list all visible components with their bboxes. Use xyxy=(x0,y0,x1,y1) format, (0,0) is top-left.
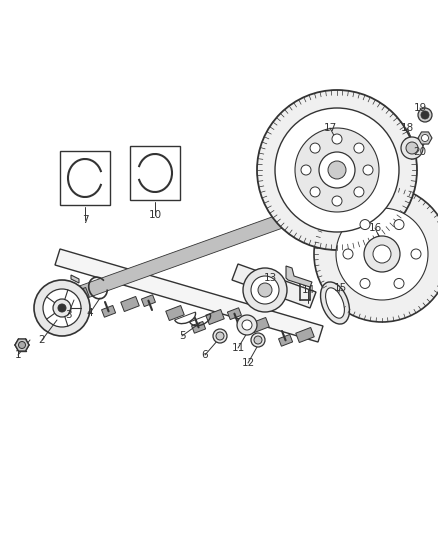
Text: 4: 4 xyxy=(87,308,93,318)
Circle shape xyxy=(216,332,224,340)
Circle shape xyxy=(363,165,373,175)
Polygon shape xyxy=(296,327,314,343)
Circle shape xyxy=(364,236,400,272)
Circle shape xyxy=(343,249,353,259)
Circle shape xyxy=(394,220,404,230)
Circle shape xyxy=(406,142,418,154)
Polygon shape xyxy=(121,296,139,311)
Circle shape xyxy=(314,186,438,322)
Circle shape xyxy=(354,143,364,153)
Polygon shape xyxy=(286,266,312,287)
Polygon shape xyxy=(227,308,241,320)
Polygon shape xyxy=(102,305,116,317)
Circle shape xyxy=(243,268,287,312)
Circle shape xyxy=(421,134,428,141)
Text: 19: 19 xyxy=(413,103,427,113)
Circle shape xyxy=(242,320,252,330)
Circle shape xyxy=(360,278,370,288)
Text: 14: 14 xyxy=(301,285,314,295)
Circle shape xyxy=(418,108,432,122)
Text: 6: 6 xyxy=(201,350,208,360)
Circle shape xyxy=(411,249,421,259)
Circle shape xyxy=(336,208,428,300)
Circle shape xyxy=(319,152,355,188)
Circle shape xyxy=(394,278,404,288)
Circle shape xyxy=(254,336,262,344)
Circle shape xyxy=(58,304,66,312)
Ellipse shape xyxy=(325,288,344,318)
Circle shape xyxy=(251,276,279,304)
Circle shape xyxy=(43,289,81,327)
Text: 11: 11 xyxy=(231,343,245,353)
Circle shape xyxy=(53,299,71,317)
Text: 17: 17 xyxy=(323,123,337,133)
Polygon shape xyxy=(55,249,323,342)
Circle shape xyxy=(310,187,320,197)
Text: 20: 20 xyxy=(413,147,427,157)
Polygon shape xyxy=(191,321,205,333)
Circle shape xyxy=(401,137,423,159)
Bar xyxy=(130,146,180,200)
Text: 5: 5 xyxy=(179,331,185,341)
Text: 2: 2 xyxy=(39,335,45,345)
Circle shape xyxy=(301,165,311,175)
Circle shape xyxy=(237,315,257,335)
Ellipse shape xyxy=(321,282,350,324)
Polygon shape xyxy=(71,275,79,283)
Circle shape xyxy=(360,220,370,230)
Circle shape xyxy=(373,245,391,263)
Text: 18: 18 xyxy=(400,123,413,133)
Circle shape xyxy=(295,128,379,212)
Text: 7: 7 xyxy=(82,215,88,225)
Circle shape xyxy=(34,280,90,336)
Polygon shape xyxy=(206,310,224,325)
Polygon shape xyxy=(251,318,269,333)
Text: 16: 16 xyxy=(368,223,381,233)
Polygon shape xyxy=(418,132,432,144)
Circle shape xyxy=(421,111,429,119)
Polygon shape xyxy=(279,334,293,346)
Text: 1: 1 xyxy=(15,350,21,360)
Text: 3: 3 xyxy=(65,310,71,320)
Bar xyxy=(60,151,110,205)
Circle shape xyxy=(251,333,265,347)
Text: 12: 12 xyxy=(241,358,254,368)
Circle shape xyxy=(332,134,342,144)
Circle shape xyxy=(275,108,399,232)
Circle shape xyxy=(257,90,417,250)
Polygon shape xyxy=(141,295,155,306)
Circle shape xyxy=(258,283,272,297)
Polygon shape xyxy=(15,339,29,351)
Circle shape xyxy=(354,187,364,197)
Text: 10: 10 xyxy=(148,210,162,220)
Circle shape xyxy=(310,143,320,153)
Text: 13: 13 xyxy=(263,273,277,283)
Polygon shape xyxy=(73,203,318,302)
Circle shape xyxy=(332,196,342,206)
Polygon shape xyxy=(71,287,89,303)
Circle shape xyxy=(328,161,346,179)
Circle shape xyxy=(18,342,25,349)
Text: 15: 15 xyxy=(333,283,346,293)
Circle shape xyxy=(213,329,227,343)
Polygon shape xyxy=(166,305,184,320)
Polygon shape xyxy=(232,264,316,308)
